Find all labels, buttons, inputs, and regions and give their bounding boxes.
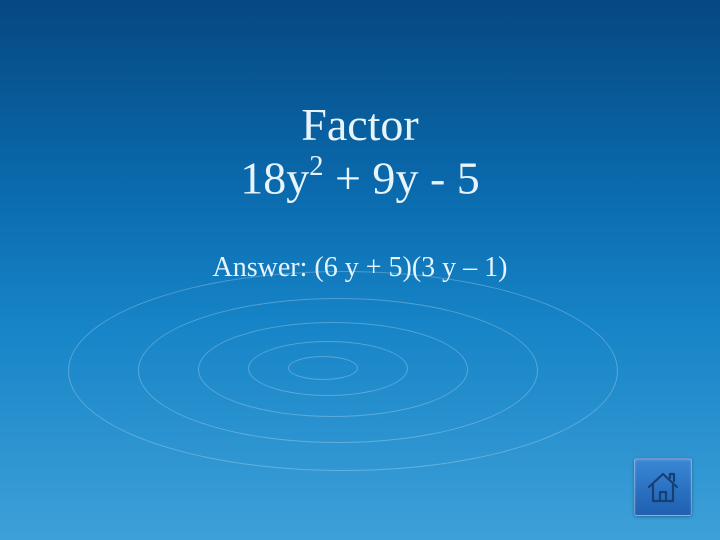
expr-var1: y xyxy=(286,152,309,203)
expr-var2: y xyxy=(395,152,418,203)
answer-value: (6 y + 5)(3 y – 1) xyxy=(314,252,507,283)
content-block: Factor 18y2 + 9y - 5 Answer: (6 y + 5)(3… xyxy=(0,100,720,284)
question-expression: 18y2 + 9y - 5 xyxy=(0,153,720,204)
home-icon xyxy=(643,467,683,507)
slide: Factor 18y2 + 9y - 5 Answer: (6 y + 5)(3… xyxy=(0,0,720,540)
answer-line: Answer: (6 y + 5)(3 y – 1) xyxy=(0,252,720,284)
question-title: Factor xyxy=(0,100,720,151)
home-button[interactable] xyxy=(634,458,692,516)
expr-exp1: 2 xyxy=(309,151,323,182)
expr-mid: + 9 xyxy=(323,152,395,203)
answer-label: Answer: xyxy=(213,252,315,283)
expr-coef1: 18 xyxy=(240,152,286,203)
expr-tail: - 5 xyxy=(418,152,479,203)
